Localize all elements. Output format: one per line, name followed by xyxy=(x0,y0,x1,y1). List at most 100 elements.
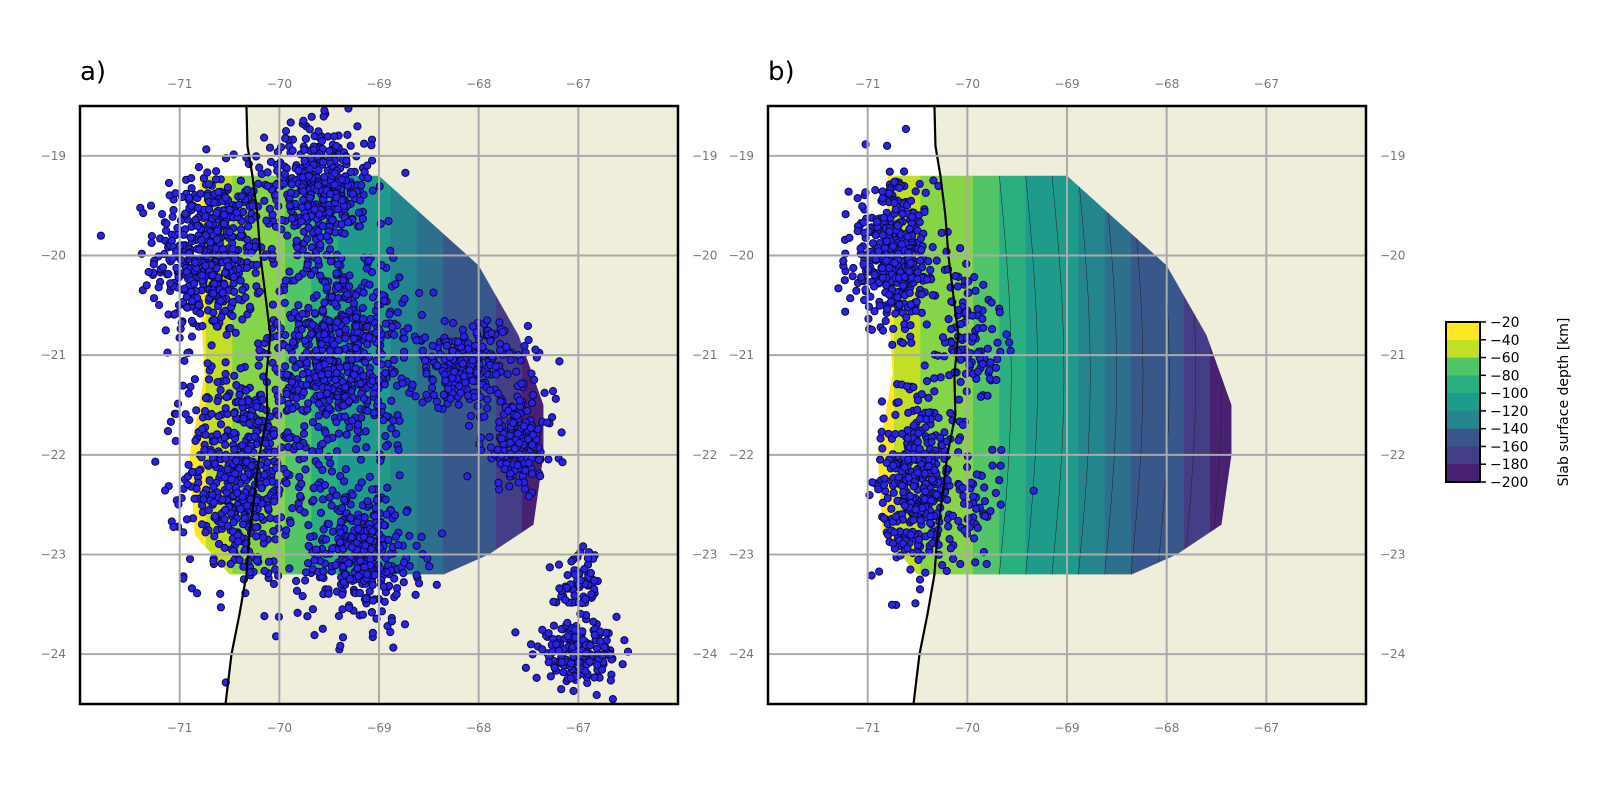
earthquake-point xyxy=(210,437,219,446)
lon-tick-label-top: −70 xyxy=(955,77,980,91)
earthquake-point xyxy=(897,429,907,438)
earthquake-point xyxy=(899,339,908,348)
earthquake-point xyxy=(331,561,340,570)
earthquake-point xyxy=(388,323,397,332)
earthquake-point xyxy=(480,412,489,421)
earthquake-point xyxy=(161,326,170,335)
earthquake-point xyxy=(269,579,278,589)
earthquake-point xyxy=(903,232,912,241)
earthquake-point xyxy=(295,441,304,451)
earthquake-point xyxy=(263,458,272,467)
earthquake-point xyxy=(213,397,222,406)
slab-depth-band xyxy=(1078,175,1106,575)
earthquake-point xyxy=(220,473,230,482)
tick-labels: −71 −71 −70 −70 −69 −69 −68 −68 −67 −67 −19 −19 −20 −… xyxy=(41,77,718,735)
earthquake-point xyxy=(485,433,494,442)
earthquake-point xyxy=(196,309,205,318)
earthquake-point xyxy=(344,603,354,613)
earthquake-point xyxy=(944,522,953,531)
earthquake-point xyxy=(250,432,259,441)
earthquake-point xyxy=(590,576,599,585)
earthquake-point xyxy=(292,394,301,403)
earthquake-point xyxy=(893,293,902,302)
earthquake-point xyxy=(370,512,379,521)
earthquake-point xyxy=(911,505,920,514)
earthquake-point xyxy=(909,421,918,430)
lat-tick-label-right: −20 xyxy=(692,249,717,263)
lon-tick-label-top: −67 xyxy=(566,77,591,91)
earthquake-point xyxy=(526,640,536,649)
earthquake-point xyxy=(351,291,360,300)
earthquake-point xyxy=(209,308,218,317)
earthquake-point xyxy=(194,301,203,310)
earthquake-point xyxy=(903,382,912,391)
earthquake-point xyxy=(996,500,1005,509)
earthquake-point xyxy=(345,282,354,291)
earthquake-point xyxy=(844,187,853,196)
earthquake-point xyxy=(1002,330,1011,339)
earthquake-point xyxy=(411,392,420,401)
slab-contour-line xyxy=(1051,175,1065,575)
earthquake-point xyxy=(161,486,170,495)
earthquake-point xyxy=(269,527,278,536)
earthquake-point xyxy=(463,391,472,400)
earthquake-point xyxy=(926,519,935,528)
earthquake-point xyxy=(324,369,333,378)
earthquake-point xyxy=(213,430,222,439)
earthquake-point xyxy=(244,445,253,454)
earthquake-point xyxy=(983,391,992,400)
earthquake-point xyxy=(301,576,310,585)
earthquake-point xyxy=(221,454,230,463)
earthquake-point xyxy=(190,494,199,503)
earthquake-point xyxy=(971,558,980,567)
earthquake-point xyxy=(227,475,236,484)
earthquake-point xyxy=(343,130,352,139)
colorbar-tick-label: −60 xyxy=(1490,351,1520,367)
earthquake-point xyxy=(959,492,968,501)
earthquake-point xyxy=(554,560,564,569)
earthquake-point xyxy=(286,518,295,528)
earthquake-point xyxy=(569,686,578,696)
earthquake-point xyxy=(440,316,449,326)
earthquake-point xyxy=(207,341,216,350)
earthquake-point xyxy=(214,188,223,197)
earthquake-point xyxy=(283,231,292,240)
earthquake-point xyxy=(203,459,212,468)
earthquake-point xyxy=(428,383,437,392)
earthquake-point xyxy=(304,521,313,530)
earthquake-point xyxy=(903,544,912,553)
earthquake-markers xyxy=(834,124,1038,610)
earthquake-point xyxy=(381,319,390,328)
earthquake-point xyxy=(298,370,307,379)
earthquake-point xyxy=(224,262,233,271)
earthquake-point xyxy=(318,306,327,315)
earthquake-point xyxy=(586,568,596,578)
earthquake-point xyxy=(221,193,230,202)
earthquake-point xyxy=(878,187,887,196)
earthquake-point xyxy=(332,269,341,278)
earthquake-point xyxy=(314,460,323,469)
earthquake-point xyxy=(326,257,335,266)
earthquake-point xyxy=(513,429,523,438)
earthquake-point xyxy=(355,222,364,231)
earthquake-point xyxy=(519,422,528,431)
earthquake-point xyxy=(368,293,377,302)
earthquake-point xyxy=(338,590,347,599)
earthquake-point xyxy=(262,478,271,487)
earthquake-point xyxy=(932,256,941,265)
earthquake-point xyxy=(900,272,909,282)
colorbar-ticks: −20 −40 −60−80 −100 −120 −140−160 −180 −200 xyxy=(1480,315,1528,491)
earthquake-point xyxy=(400,294,409,304)
earthquake-point xyxy=(970,273,979,282)
earthquake-point xyxy=(187,201,196,211)
earthquake-point xyxy=(169,522,178,532)
earthquake-point xyxy=(301,465,310,474)
earthquake-point xyxy=(314,256,323,265)
earthquake-point xyxy=(311,545,321,554)
colorbar-swatch xyxy=(1446,339,1480,359)
earthquake-point xyxy=(288,338,298,347)
earthquake-point xyxy=(330,169,339,178)
earthquake-point xyxy=(210,459,219,468)
earthquake-point xyxy=(361,541,370,550)
earthquake-point xyxy=(240,514,249,523)
